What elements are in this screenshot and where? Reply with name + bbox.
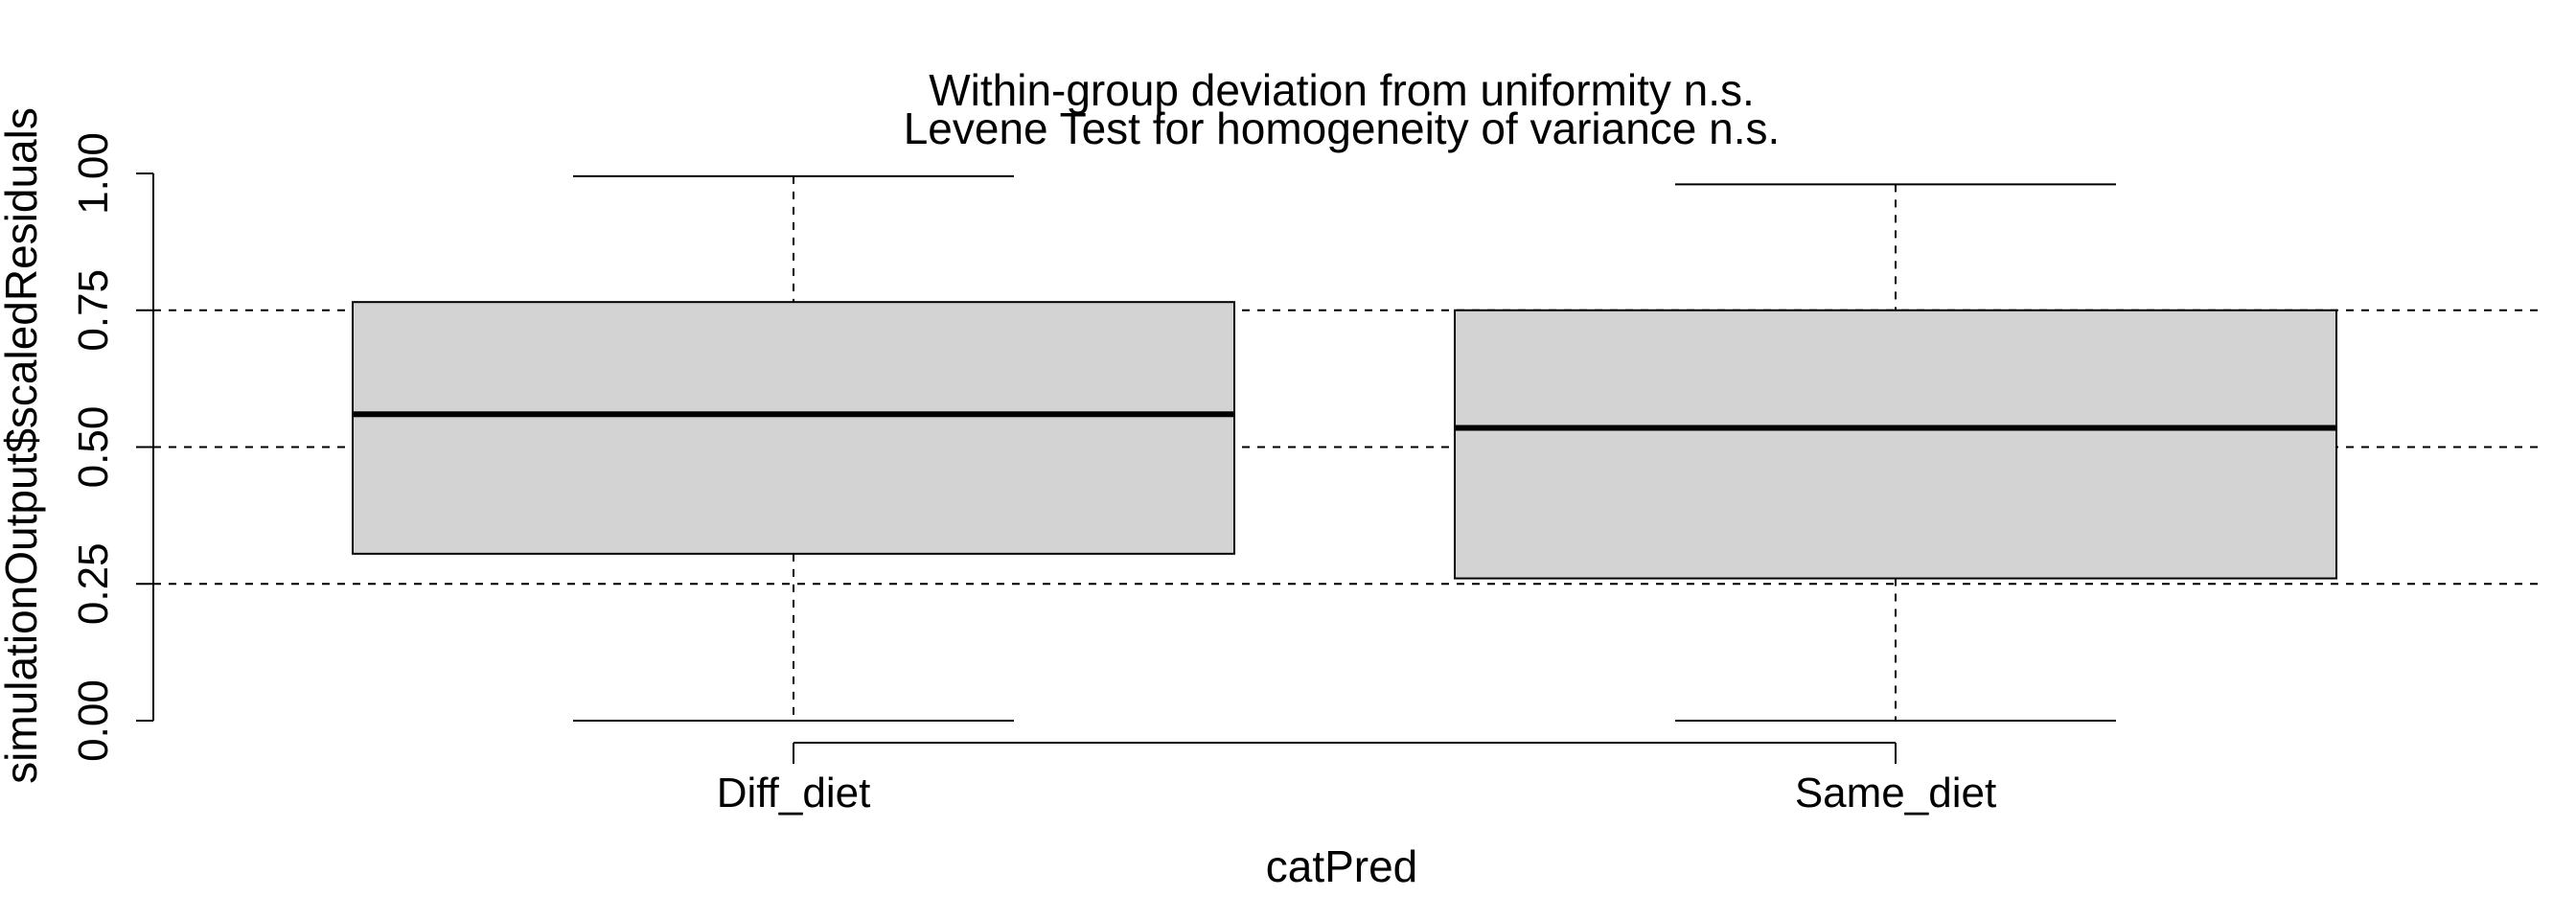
- y-tick-label: 0.00: [70, 679, 117, 762]
- box-Diff_diet: [352, 174, 1235, 722]
- x-axis-label: catPred: [1266, 841, 1418, 891]
- x-axis: Diff_diet Same_diet: [717, 742, 1996, 816]
- y-tick-label: 0.50: [70, 406, 117, 489]
- y-axis-label: simulationOutput$scaledResiduals: [0, 107, 46, 784]
- y-tick-label: 1.00: [70, 132, 117, 215]
- y-axis: 0.00 0.25 0.50 0.75 1.00: [70, 132, 154, 762]
- x-tick-label: Same_diet: [1795, 770, 1996, 816]
- y-tick-label: 0.25: [70, 542, 117, 625]
- chart-title-line-1: Within-group deviation from uniformity n…: [929, 65, 1755, 115]
- y-tick-label: 0.75: [70, 269, 117, 352]
- boxes: [352, 174, 2337, 722]
- chart-title-line-2: Levene Test for homogeneity of variance …: [904, 104, 1781, 153]
- iqr-box: [352, 301, 1235, 555]
- x-tick-label: Diff_diet: [717, 770, 871, 816]
- iqr-box: [1454, 309, 2337, 580]
- box-Same_diet: [1454, 183, 2337, 722]
